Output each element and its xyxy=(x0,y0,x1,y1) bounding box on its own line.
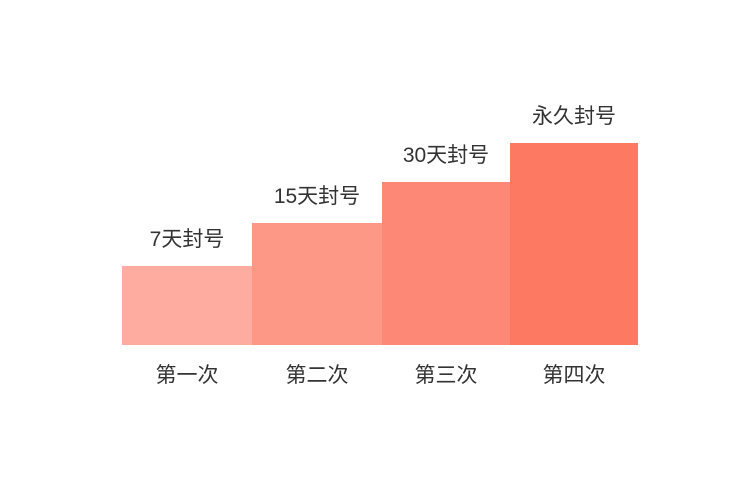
bar-value-label-1: 7天封号 xyxy=(149,228,225,251)
bar-value-label-4: 永久封号 xyxy=(532,105,616,128)
bar-1 xyxy=(122,266,252,345)
bar-column-1: 7天封号 第一次 xyxy=(122,0,252,497)
x-axis-cell-3: 第三次 xyxy=(415,345,478,497)
bar-3 xyxy=(382,182,510,345)
bar-2 xyxy=(252,223,382,345)
x-axis-cell-2: 第二次 xyxy=(286,345,349,497)
bar-column-2: 15天封号 第二次 xyxy=(252,0,382,497)
bar-column-4: 永久封号 第四次 xyxy=(510,0,638,497)
x-axis-label-4: 第四次 xyxy=(542,364,606,387)
x-axis-cell-1: 第一次 xyxy=(156,345,219,497)
x-axis-label-3: 第三次 xyxy=(414,364,478,387)
x-axis-label-1: 第一次 xyxy=(155,364,219,387)
bar-value-label-2: 15天封号 xyxy=(273,185,361,208)
x-axis-cell-4: 第四次 xyxy=(543,345,606,497)
bar-value-label-3: 30天封号 xyxy=(402,144,490,167)
bar-chart: 7天封号 第一次 15天封号 第二次 30天封号 第三次 永久封号 第四次 xyxy=(122,0,638,497)
x-axis-label-2: 第二次 xyxy=(285,364,349,387)
bar-4 xyxy=(510,143,638,345)
bar-column-3: 30天封号 第三次 xyxy=(382,0,510,497)
